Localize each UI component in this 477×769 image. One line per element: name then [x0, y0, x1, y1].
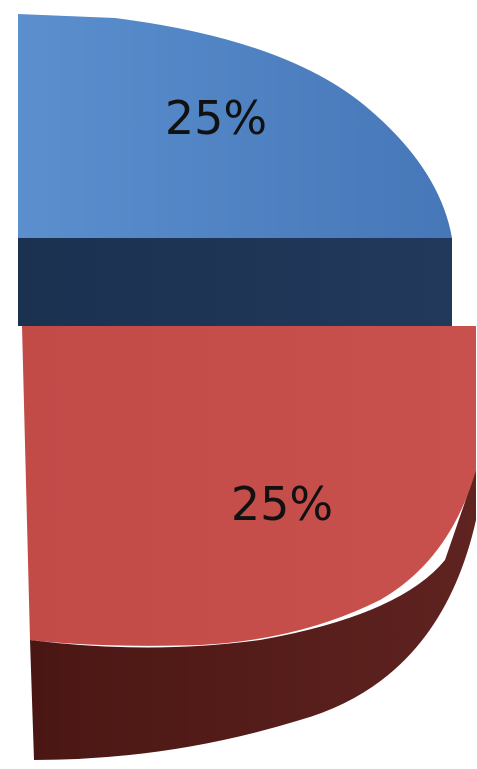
slice-side-2 — [30, 470, 476, 760]
slice-side-1 — [18, 238, 452, 326]
slice-label-1: 25% — [165, 91, 267, 145]
slice-2 — [22, 326, 476, 646]
slice-label-2: 25% — [231, 477, 333, 531]
slice-1 — [18, 14, 452, 238]
